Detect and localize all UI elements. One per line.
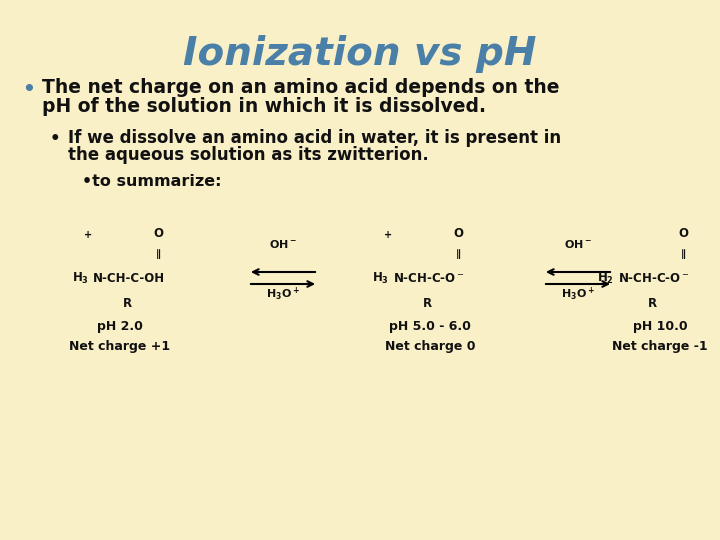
Text: Ionization vs pH: Ionization vs pH [184,35,536,73]
Text: N-CH-C-O$^-$: N-CH-C-O$^-$ [618,272,689,285]
Text: If we dissolve an amino acid in water, it is present in: If we dissolve an amino acid in water, i… [68,129,561,147]
Text: pH 2.0: pH 2.0 [97,320,143,333]
Text: $\mathregular{OH^-}$: $\mathregular{OH^-}$ [269,238,297,250]
Text: R: R [423,297,431,310]
Text: The net charge on an amino acid depends on the: The net charge on an amino acid depends … [42,78,559,97]
Text: $\mathregular{H_2}$: $\mathregular{H_2}$ [597,271,614,286]
Text: +: + [84,230,92,240]
Text: $\mathregular{OH^-}$: $\mathregular{OH^-}$ [564,238,592,250]
Text: Net charge -1: Net charge -1 [612,340,708,353]
Text: •: • [50,130,60,148]
Text: N-CH-C-O$^-$: N-CH-C-O$^-$ [393,272,464,285]
Text: O: O [453,227,463,240]
Text: ∥: ∥ [156,249,161,259]
Text: ∥: ∥ [680,249,685,259]
Text: $\mathregular{H_3}$: $\mathregular{H_3}$ [372,271,389,286]
Text: O: O [678,227,688,240]
Text: R: R [647,297,657,310]
Text: pH 10.0: pH 10.0 [633,320,688,333]
Text: N-CH-C-OH: N-CH-C-OH [93,272,165,285]
Text: O: O [153,227,163,240]
Text: $\mathregular{H_3O^+}$: $\mathregular{H_3O^+}$ [561,286,595,303]
Text: ∥: ∥ [456,249,460,259]
Text: R: R [122,297,132,310]
Text: pH 5.0 - 6.0: pH 5.0 - 6.0 [389,320,471,333]
Text: the aqueous solution as its zwitterion.: the aqueous solution as its zwitterion. [68,146,428,164]
Text: •: • [22,80,35,99]
Text: pH of the solution in which it is dissolved.: pH of the solution in which it is dissol… [42,97,486,116]
Text: Net charge +1: Net charge +1 [69,340,171,353]
Text: •to summarize:: •to summarize: [82,174,222,189]
Text: $\mathregular{H_3O^+}$: $\mathregular{H_3O^+}$ [266,286,300,303]
Text: $\mathregular{H_3}$: $\mathregular{H_3}$ [72,271,89,286]
Text: +: + [384,230,392,240]
Text: Net charge 0: Net charge 0 [384,340,475,353]
